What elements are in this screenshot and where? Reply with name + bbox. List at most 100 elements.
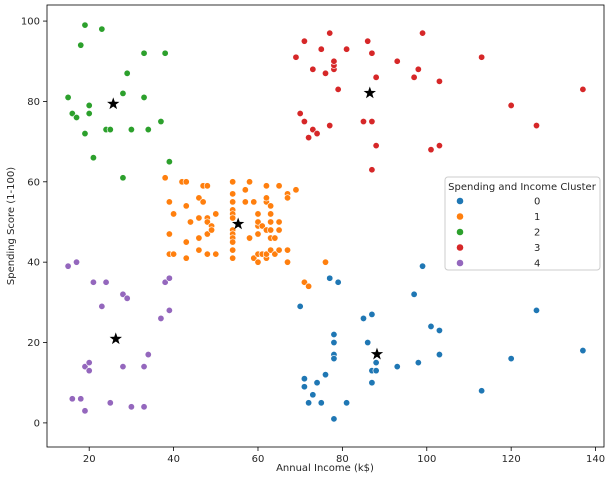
data-point-cluster-0 xyxy=(334,278,342,286)
data-point-cluster-4 xyxy=(85,359,93,367)
data-point-cluster-0 xyxy=(343,399,351,407)
data-point-cluster-1 xyxy=(262,250,270,258)
data-point-cluster-1 xyxy=(203,182,211,190)
data-point-cluster-1 xyxy=(246,178,254,186)
legend-marker-cluster-0 xyxy=(456,197,464,205)
data-point-cluster-0 xyxy=(435,351,443,359)
data-point-cluster-1 xyxy=(300,278,308,286)
data-point-cluster-3 xyxy=(435,142,443,150)
data-point-cluster-1 xyxy=(229,238,237,246)
data-point-cluster-3 xyxy=(313,130,321,138)
data-point-cluster-1 xyxy=(254,210,262,218)
data-point-cluster-0 xyxy=(309,391,317,399)
data-point-cluster-0 xyxy=(296,302,304,310)
legend-label-cluster-3: 3 xyxy=(534,243,540,254)
data-point-cluster-3 xyxy=(326,29,334,37)
data-point-cluster-4 xyxy=(68,395,76,403)
data-point-cluster-1 xyxy=(203,230,211,238)
data-point-cluster-0 xyxy=(359,314,367,322)
legend-label-cluster-0: 0 xyxy=(534,197,540,208)
y-tick-label: 40 xyxy=(27,258,40,269)
data-point-cluster-1 xyxy=(284,246,292,254)
x-tick-label: 60 xyxy=(252,454,265,465)
x-tick-label: 100 xyxy=(417,454,436,465)
data-point-cluster-1 xyxy=(229,190,237,198)
data-point-cluster-0 xyxy=(414,359,422,367)
y-tick-label: 20 xyxy=(27,338,40,349)
data-point-cluster-0 xyxy=(368,379,376,387)
x-axis-ticks: 20 40 60 80 100 120 140 xyxy=(83,447,605,465)
x-tick-label: 140 xyxy=(586,454,605,465)
data-point-cluster-2 xyxy=(98,25,106,33)
data-point-cluster-0 xyxy=(330,339,338,347)
data-point-cluster-1 xyxy=(321,258,329,266)
data-point-cluster-2 xyxy=(119,89,127,97)
data-point-cluster-3 xyxy=(507,101,515,109)
data-point-cluster-2 xyxy=(81,21,89,29)
data-point-cluster-0 xyxy=(305,399,313,407)
data-point-cluster-4 xyxy=(165,274,173,282)
data-point-cluster-3 xyxy=(330,57,338,65)
data-point-cluster-1 xyxy=(254,218,262,226)
data-point-cluster-0 xyxy=(410,290,418,298)
data-point-cluster-3 xyxy=(372,142,380,150)
y-axis-ticks: 0 20 40 60 80 100 xyxy=(21,17,47,429)
data-point-cluster-1 xyxy=(203,250,211,258)
data-point-cluster-1 xyxy=(186,218,194,226)
data-point-cluster-0 xyxy=(364,339,372,347)
data-point-cluster-1 xyxy=(170,250,178,258)
data-point-cluster-1 xyxy=(161,174,169,182)
data-point-cluster-3 xyxy=(326,122,334,130)
data-point-cluster-3 xyxy=(435,77,443,85)
x-tick-label: 20 xyxy=(83,454,96,465)
data-point-cluster-3 xyxy=(393,57,401,65)
data-point-cluster-4 xyxy=(85,367,93,375)
data-point-cluster-2 xyxy=(140,93,148,101)
data-point-cluster-1 xyxy=(195,214,203,222)
data-point-cluster-1 xyxy=(241,186,249,194)
data-point-cluster-0 xyxy=(532,306,540,314)
data-point-cluster-1 xyxy=(275,226,283,234)
data-point-cluster-4 xyxy=(119,363,127,371)
data-point-cluster-3 xyxy=(368,118,376,126)
data-point-cluster-1 xyxy=(229,214,237,222)
data-point-cluster-0 xyxy=(372,359,380,367)
data-point-cluster-0 xyxy=(300,375,308,383)
data-point-cluster-1 xyxy=(241,198,249,206)
data-point-cluster-1 xyxy=(254,258,262,266)
data-point-cluster-1 xyxy=(182,202,190,210)
data-point-cluster-3 xyxy=(292,53,300,61)
data-point-cluster-1 xyxy=(212,250,220,258)
data-point-cluster-4 xyxy=(165,306,173,314)
data-point-cluster-1 xyxy=(229,178,237,186)
data-point-cluster-4 xyxy=(73,258,81,266)
data-point-cluster-1 xyxy=(284,194,292,202)
data-point-cluster-1 xyxy=(284,258,292,266)
data-point-cluster-2 xyxy=(127,126,135,134)
data-point-cluster-0 xyxy=(435,326,443,334)
data-point-cluster-4 xyxy=(127,403,135,411)
legend: Spending and Income Cluster 0 1 2 3 4 xyxy=(444,176,601,271)
data-point-cluster-1 xyxy=(305,282,313,290)
data-point-cluster-0 xyxy=(330,415,338,423)
data-point-cluster-1 xyxy=(267,246,275,254)
data-point-cluster-0 xyxy=(330,330,338,338)
data-point-cluster-1 xyxy=(170,210,178,218)
data-point-cluster-0 xyxy=(330,355,338,363)
y-axis-label: Spending Score (1-100) xyxy=(6,167,17,285)
centroid-star-marker xyxy=(231,217,245,230)
data-point-cluster-2 xyxy=(123,69,131,77)
data-point-cluster-1 xyxy=(229,254,237,262)
centroid-star-marker xyxy=(370,347,384,360)
data-point-cluster-1 xyxy=(203,218,211,226)
data-point-cluster-3 xyxy=(305,134,313,142)
cluster-centroids xyxy=(107,86,384,360)
data-point-cluster-1 xyxy=(208,226,216,234)
data-point-cluster-0 xyxy=(579,347,587,355)
data-point-cluster-3 xyxy=(368,166,376,174)
legend-label-cluster-4: 4 xyxy=(534,259,540,270)
data-point-cluster-1 xyxy=(182,254,190,262)
data-point-cluster-0 xyxy=(478,387,486,395)
y-tick-label: 60 xyxy=(27,177,40,188)
data-point-cluster-1 xyxy=(165,230,173,238)
